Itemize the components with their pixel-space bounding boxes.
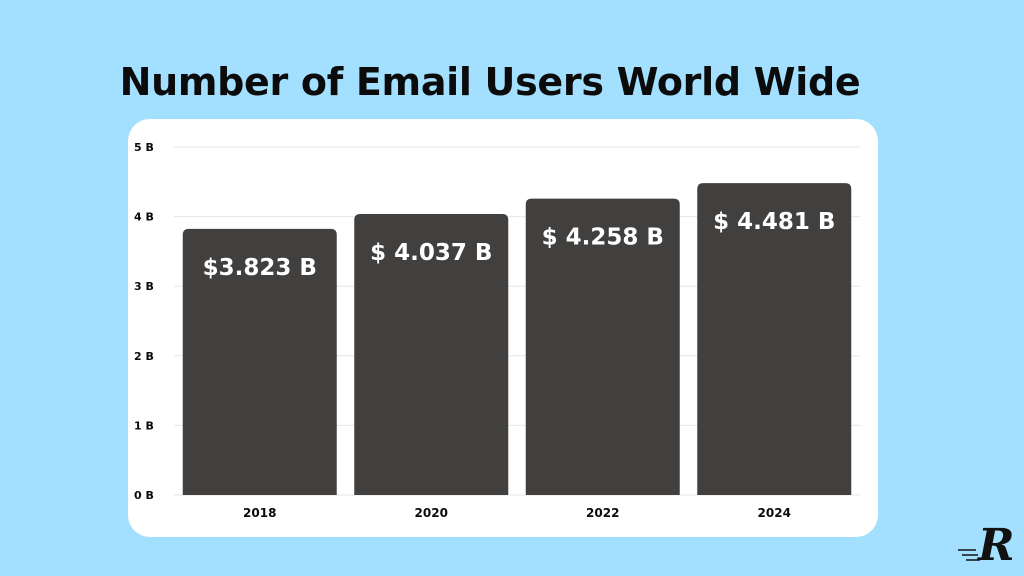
x-tick-label: 2020 bbox=[415, 506, 448, 520]
chart-title: Number of Email Users World Wide bbox=[119, 60, 861, 104]
chart-card: 0 B 1 B 2 B 3 B 4 B 5 B $3.823 B 2018 $ 4.037 B 2… bbox=[128, 119, 878, 537]
x-tick-label: 2018 bbox=[243, 506, 276, 520]
bar bbox=[182, 228, 337, 495]
data-label: $ 4.037 B bbox=[370, 240, 492, 266]
y-tick-label: 2 B bbox=[134, 350, 154, 363]
svg-text:R: R bbox=[976, 520, 1012, 566]
y-tick-label: 4 B bbox=[134, 211, 154, 224]
y-tick-label: 0 B bbox=[134, 489, 154, 502]
x-tick-label: 2022 bbox=[586, 506, 619, 520]
bar-chart: 0 B 1 B 2 B 3 B 4 B 5 B $3.823 B 2018 $ 4.037 B 2… bbox=[134, 141, 860, 520]
bar bbox=[697, 183, 852, 495]
data-label: $ 4.258 B bbox=[542, 225, 664, 251]
y-tick-label: 3 B bbox=[134, 280, 154, 293]
r-logo-icon: R bbox=[958, 520, 1012, 566]
bar bbox=[525, 198, 680, 496]
x-tick-label: 2024 bbox=[758, 506, 791, 520]
y-tick-label: 5 B bbox=[134, 141, 154, 154]
data-label: $ 4.481 B bbox=[713, 209, 835, 235]
data-label: $3.823 B bbox=[203, 255, 317, 281]
y-tick-label: 1 B bbox=[134, 419, 154, 432]
bar bbox=[354, 214, 509, 495]
